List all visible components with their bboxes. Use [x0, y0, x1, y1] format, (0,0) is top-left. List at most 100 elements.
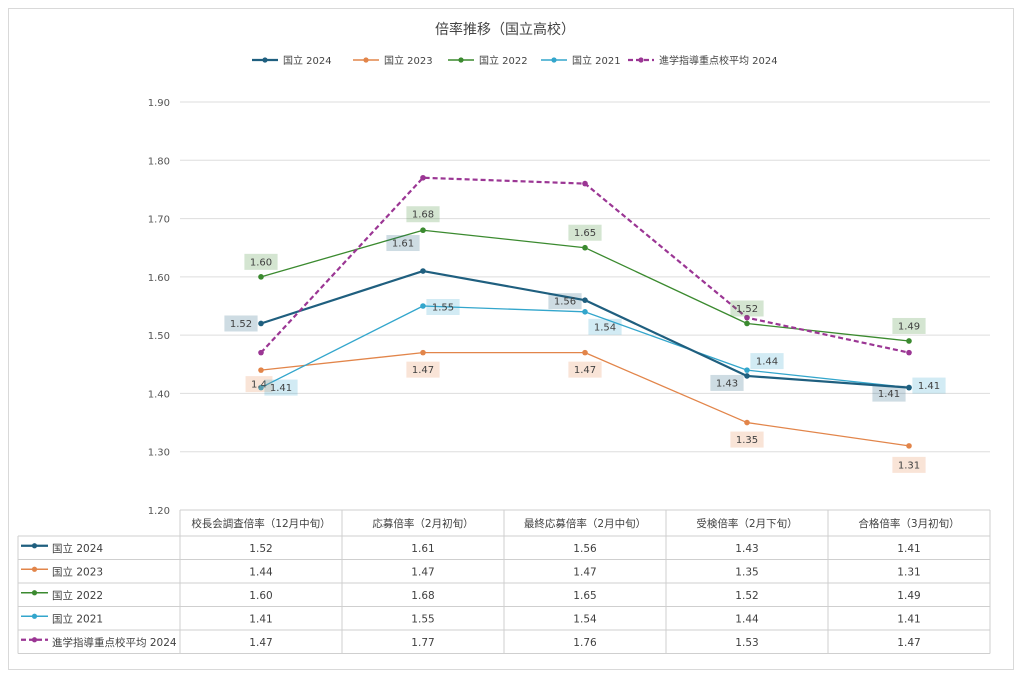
table-row: 進学指導重点校平均 2024 1.47 1.77 1.76 1.53 1.47: [21, 636, 921, 649]
data-label-box: [892, 456, 926, 473]
table-cell: 1.54: [573, 613, 597, 625]
data-label-text: 1.60: [250, 257, 272, 268]
data-label-text: 1.47: [412, 365, 434, 376]
table-cell: 1.52: [735, 590, 758, 602]
data-label-text: 1.65: [574, 228, 596, 239]
table-cell: 1.47: [249, 637, 272, 649]
table-legend-marker: [31, 590, 38, 596]
table-cell: 1.68: [411, 590, 434, 602]
data-point: [258, 274, 264, 280]
table-cell: 1.44: [735, 613, 759, 625]
data-label-text: 1.44: [756, 357, 778, 368]
legend-marker: [458, 57, 464, 63]
data-point: [258, 367, 264, 373]
data-point: [420, 227, 426, 234]
data-label: 1.54: [588, 318, 622, 335]
data-point: [582, 244, 588, 251]
table-cell: 1.41: [897, 613, 920, 625]
data-point: [258, 384, 264, 391]
data-label: 1.35: [730, 431, 764, 448]
table-cell: 1.53: [735, 637, 758, 649]
legend-item: 国立 2021: [541, 54, 621, 67]
legend-item: 国立 2024: [252, 54, 332, 67]
data-label: 1.49: [892, 317, 926, 334]
data-point: [744, 320, 750, 327]
legend-marker: [363, 57, 369, 63]
legend-marker: [262, 57, 268, 63]
legend-label: 国立 2021: [572, 54, 621, 67]
data-label: 1.52: [730, 300, 764, 317]
data-label-box: [730, 431, 764, 448]
data-label-box: [568, 361, 602, 378]
data-label-text: 1.55: [432, 303, 454, 314]
data-label-box: [892, 317, 926, 334]
data-label: 1.55: [426, 299, 460, 315]
data-point: [744, 314, 750, 321]
data-label-box: [730, 300, 764, 317]
data-label-text: 1.47: [574, 365, 596, 376]
data-point: [420, 268, 426, 274]
table-cell: 1.47: [573, 566, 596, 578]
data-label: 1.4: [245, 376, 273, 393]
data-point: [906, 384, 912, 391]
data-label-box: [406, 206, 440, 223]
table-header: 校長会調査倍率（12月中旬）: [191, 517, 330, 530]
data-label-box: [568, 224, 602, 241]
data-label: 1.41: [912, 377, 946, 394]
data-table: 校長会調査倍率（12月中旬） 応募倍率（2月初旬） 最終応募倍率（2月中旬） 受検倍率…: [17, 509, 991, 654]
table-legend-marker: [31, 543, 38, 549]
data-label-text: 1.61: [392, 239, 414, 250]
data-label: 1.43: [710, 374, 744, 391]
data-label-text: 1.49: [898, 321, 920, 332]
data-point: [258, 320, 264, 327]
y-tick-label: 1.60: [148, 273, 170, 284]
data-label-box: [245, 376, 273, 393]
legend-item: 進学指導重点校平均 2024: [628, 54, 778, 67]
y-tick-label: 1.30: [148, 448, 170, 459]
table-header: 受検倍率（2月下旬）: [696, 517, 797, 530]
data-label-box: [244, 253, 278, 270]
table-row-name: 国立 2021: [52, 612, 103, 625]
data-point: [744, 419, 750, 426]
legend-label: 国立 2024: [283, 54, 332, 67]
data-label: 1.52: [224, 315, 258, 332]
table-row-name: 進学指導重点校平均 2024: [52, 636, 177, 649]
table-row-name: 国立 2022: [52, 589, 103, 602]
data-point: [582, 297, 588, 303]
table-row-name: 国立 2024: [52, 542, 103, 555]
data-label-text: 1.54: [594, 322, 616, 333]
table-cell: 1.35: [735, 566, 758, 578]
legend-item: 国立 2022: [448, 54, 528, 67]
data-label: 1.65: [568, 224, 602, 241]
data-label: 1.60: [244, 253, 278, 270]
data-label: 1.44: [750, 353, 784, 370]
y-tick-label: 1.50: [148, 331, 170, 342]
data-label: 1.41: [264, 379, 298, 396]
data-label-text: 1.4: [251, 380, 267, 391]
data-label-box: [710, 374, 744, 391]
table-cell: 1.76: [573, 637, 597, 649]
legend-item: 国立 2023: [353, 54, 433, 67]
data-point: [744, 373, 750, 379]
data-label: 1.56: [548, 293, 582, 310]
table-cell: 1.60: [249, 590, 272, 602]
table-cell: 1.52: [249, 543, 272, 555]
table-cell: 1.47: [897, 637, 920, 649]
table-cell: 1.41: [897, 543, 920, 555]
legend-marker: [551, 57, 557, 63]
data-point: [906, 443, 912, 449]
table-row: 国立 2022 1.60 1.68 1.65 1.52 1.49: [21, 589, 921, 602]
table-row: 国立 2023 1.44 1.47 1.47 1.35 1.31: [21, 565, 921, 578]
gridlines: [180, 101, 990, 453]
data-label-text: 1.56: [554, 297, 576, 308]
series-5: [258, 174, 912, 356]
data-label-text: 1.41: [270, 383, 292, 394]
data-point: [420, 349, 426, 356]
table-row: 国立 2021 1.41 1.55 1.54 1.44 1.41: [21, 612, 921, 625]
data-label-text: 1.43: [716, 378, 738, 389]
data-label: 1.68: [406, 206, 440, 223]
table-cell: 1.61: [411, 543, 434, 555]
series-line: [260, 176, 910, 354]
y-tick-label: 1.90: [148, 98, 170, 109]
y-tick-label: 1.20: [148, 506, 170, 517]
